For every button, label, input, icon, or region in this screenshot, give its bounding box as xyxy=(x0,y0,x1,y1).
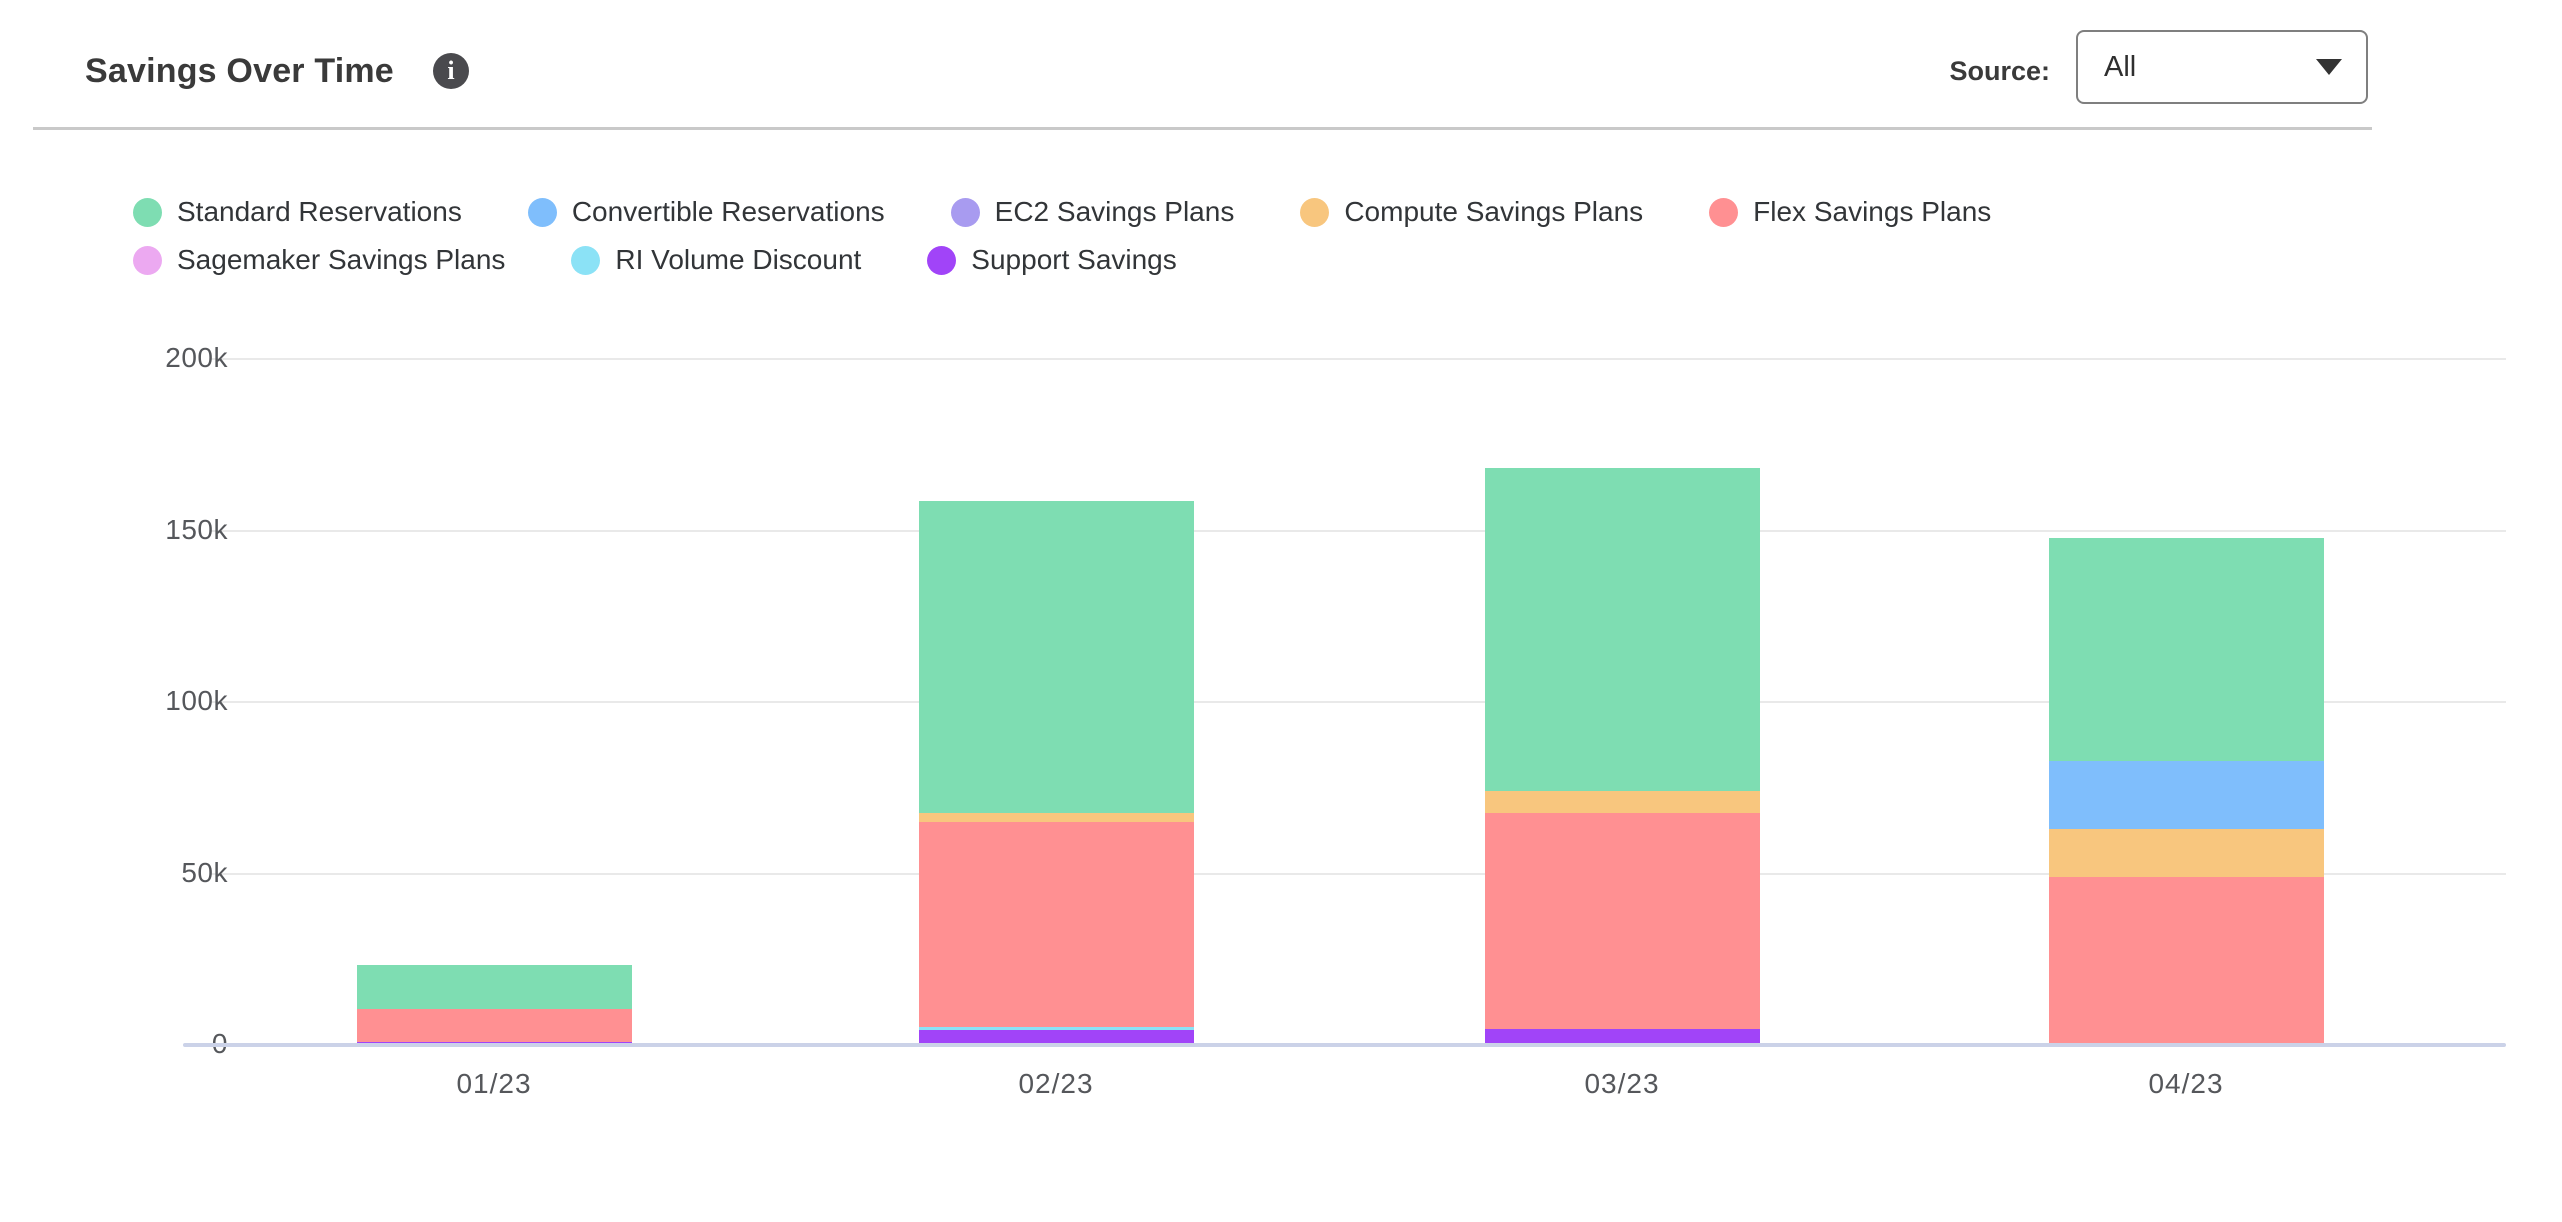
bar-segment[interactable] xyxy=(918,1030,1194,1045)
bar-segment[interactable] xyxy=(2048,538,2324,762)
x-axis-tick-label: 01/23 xyxy=(456,1068,532,1099)
legend-row-1: Standard Reservations Convertible Reserva… xyxy=(133,188,2473,236)
legend-item[interactable]: Convertible Reservations xyxy=(527,196,885,228)
gridline xyxy=(210,529,2506,532)
legend-swatch-icon xyxy=(1709,197,1739,227)
bar-segment[interactable] xyxy=(2048,876,2324,1045)
legend-label: Convertible Reservations xyxy=(571,196,885,227)
bar-segment[interactable] xyxy=(1484,791,1760,814)
x-axis-tick-label: 03/23 xyxy=(1584,1068,1660,1099)
info-icon[interactable]: i xyxy=(433,53,469,89)
legend-item[interactable]: EC2 Savings Plans xyxy=(950,196,1235,228)
legend-item[interactable]: Flex Savings Plans xyxy=(1709,196,1991,228)
legend-swatch-icon xyxy=(1300,197,1330,227)
source-label: Source: xyxy=(1949,56,2050,86)
legend-item[interactable]: RI Volume Discount xyxy=(571,244,861,276)
legend-swatch-icon xyxy=(950,197,980,227)
bar-segment[interactable] xyxy=(2048,828,2324,877)
card-header: Savings Over Time i Source: All xyxy=(0,0,2562,128)
bar-segment[interactable] xyxy=(918,822,1194,1028)
legend-swatch-icon xyxy=(133,245,162,275)
bar-segment[interactable] xyxy=(1484,1028,1760,1045)
y-axis-tick-label: 200k xyxy=(165,342,228,373)
legend-swatch-icon xyxy=(133,197,162,227)
bar-segment[interactable] xyxy=(1484,813,1760,1029)
legend-label: Standard Reservations xyxy=(177,196,462,227)
bar-segment[interactable] xyxy=(1484,468,1760,792)
legend-swatch-icon xyxy=(927,245,957,275)
legend-label: Sagemaker Savings Plans xyxy=(177,244,506,275)
chart-legend: Standard Reservations Convertible Reserva… xyxy=(133,188,2473,284)
legend-item[interactable]: Support Savings xyxy=(927,244,1177,276)
legend-label: RI Volume Discount xyxy=(615,244,862,275)
bar-segment[interactable] xyxy=(918,1027,1194,1031)
bar-segment[interactable] xyxy=(918,813,1194,823)
bar-segment[interactable] xyxy=(356,1009,632,1042)
page-title: Savings Over Time xyxy=(85,52,394,90)
legend-item[interactable]: Compute Savings Plans xyxy=(1300,196,1643,228)
legend-item[interactable]: Standard Reservations xyxy=(133,196,462,228)
legend-swatch-icon xyxy=(527,197,557,227)
x-axis-tick-label: 04/23 xyxy=(2148,1068,2224,1099)
y-axis-tick-label: 150k xyxy=(165,513,228,545)
gridline xyxy=(210,358,2506,360)
x-axis-tick-label: 02/23 xyxy=(1018,1068,1094,1099)
legend-item[interactable]: Sagemaker Savings Plans xyxy=(133,244,505,276)
y-axis-tick-label: 50k xyxy=(181,856,228,888)
bar-segment[interactable] xyxy=(356,1041,632,1045)
y-axis-tick-label: 100k xyxy=(165,685,228,716)
source-select-value: All xyxy=(2104,50,2137,83)
y-axis-tick-label: 0 xyxy=(211,1028,228,1059)
legend-label: EC2 Savings Plans xyxy=(994,196,1235,227)
legend-label: Compute Savings Plans xyxy=(1344,196,1644,227)
bar-segment[interactable] xyxy=(356,965,632,1010)
bar-segment[interactable] xyxy=(2048,761,2324,829)
header-divider xyxy=(33,127,2372,130)
source-select[interactable]: All xyxy=(2076,30,2368,104)
legend-row-2: Sagemaker Savings Plans RI Volume Discoun… xyxy=(133,236,2473,284)
legend-swatch-icon xyxy=(571,245,601,275)
bar-segment[interactable] xyxy=(918,500,1194,814)
legend-label: Flex Savings Plans xyxy=(1753,196,1992,227)
chevron-down-icon xyxy=(2316,59,2342,75)
legend-label: Support Savings xyxy=(971,244,1177,275)
